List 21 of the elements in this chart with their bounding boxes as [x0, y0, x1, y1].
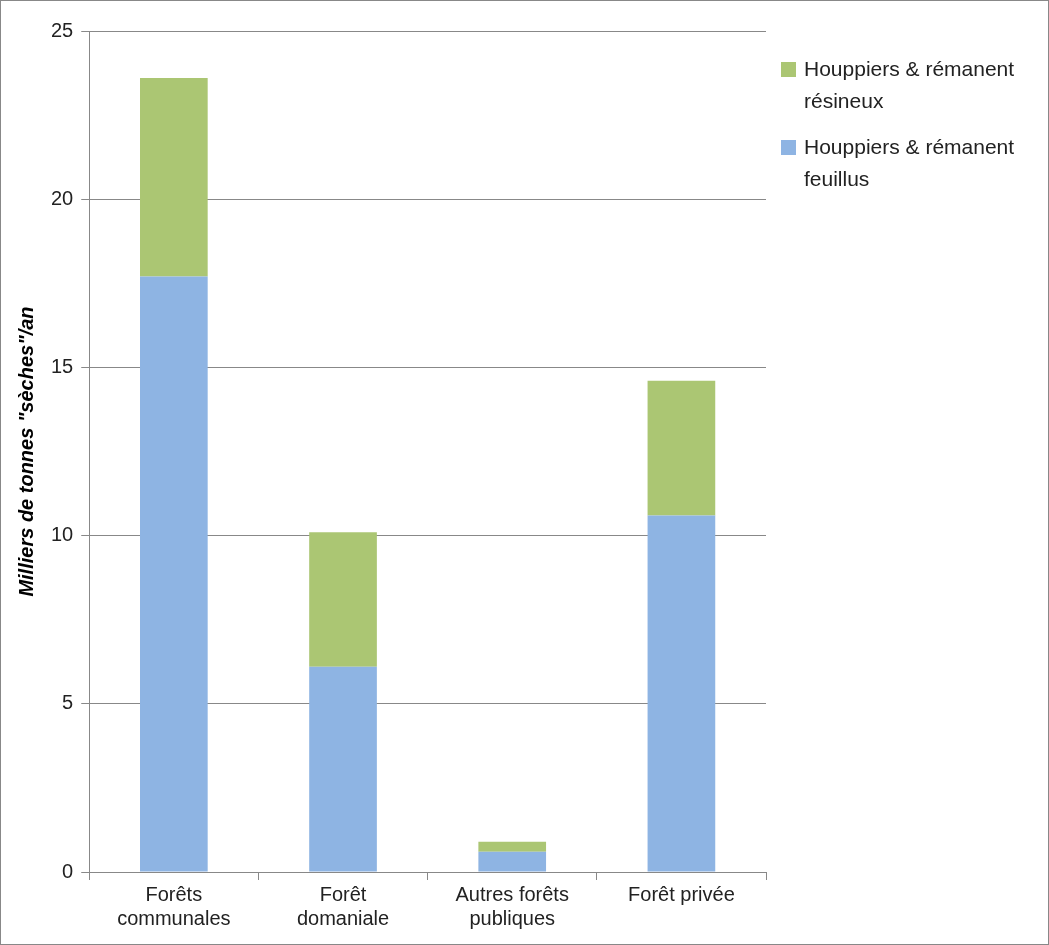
bar [309, 666, 377, 872]
bar [478, 851, 547, 872]
x-tick-label: Forêt privée [628, 882, 735, 905]
bar [647, 515, 716, 872]
bar [647, 380, 716, 516]
y-tick-label: 5 [62, 691, 74, 714]
legend-label: Houppiers & rémanent feuillus [804, 134, 1016, 192]
y-tick-label: 0 [62, 859, 74, 882]
y-tick-label: 10 [51, 523, 74, 546]
y-tick-label: 25 [51, 18, 74, 41]
bar [140, 78, 208, 277]
y-tick-label: 20 [51, 186, 74, 209]
bar [140, 276, 208, 872]
legend-label: Houppiers & rémanent résineux [804, 56, 1016, 114]
x-tick-label: Forêt domaniale [296, 882, 390, 929]
bar [478, 841, 547, 852]
x-tick-label: Autres forêts publiques [455, 882, 569, 929]
y-axis-title: Milliers de tonnes "sèches"/an [14, 306, 37, 597]
x-tick-label: Forêts communales [117, 882, 231, 929]
y-tick-label: 15 [51, 354, 74, 377]
bar [309, 532, 377, 667]
